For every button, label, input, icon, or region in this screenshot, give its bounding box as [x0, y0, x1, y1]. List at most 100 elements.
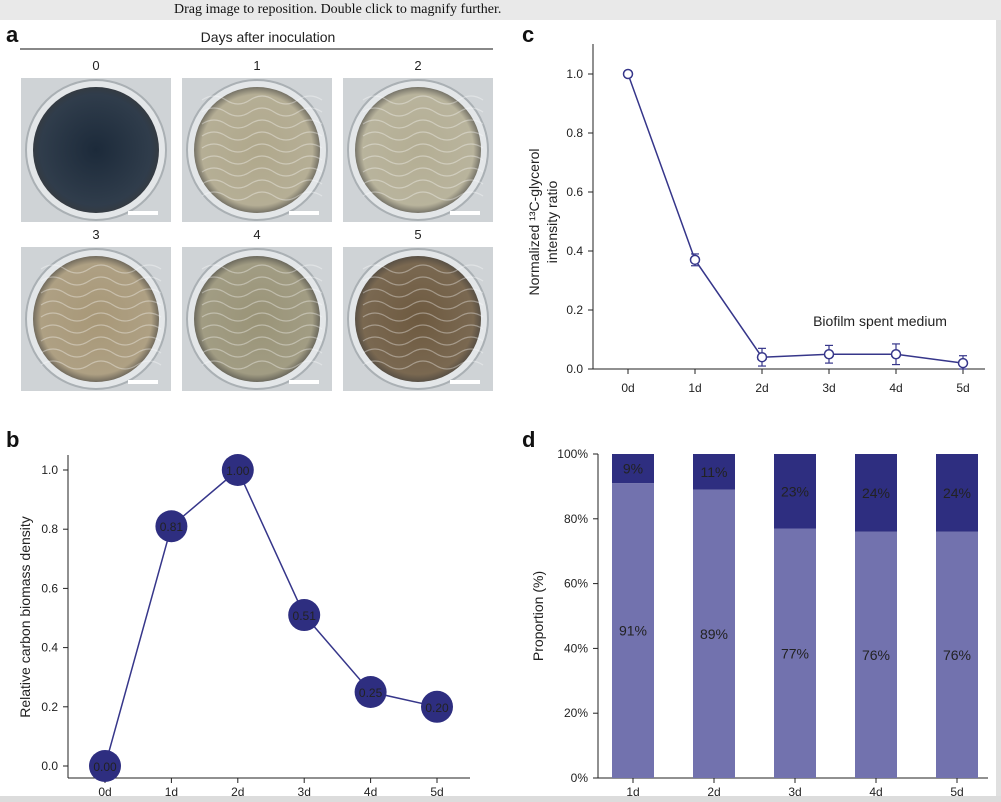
c-series-line	[627, 73, 964, 364]
wrinkle-line	[201, 155, 323, 165]
b-data-point	[421, 690, 453, 723]
wrinkle-line	[201, 288, 323, 298]
wrinkle-line	[201, 264, 323, 274]
c-x-tick-label: 4d	[889, 381, 902, 395]
wrinkle-line	[201, 336, 323, 346]
b-x-tick-label: 1d	[165, 785, 178, 796]
wrinkle-line	[362, 191, 484, 201]
photo-day-label: 1	[253, 58, 260, 73]
photo-day-label: 4	[253, 227, 260, 242]
d-bar-lower-label: 76%	[943, 647, 971, 663]
wrinkle-line	[362, 119, 484, 129]
wrinkle-line	[362, 264, 484, 274]
b-y-tick-label: 0.2	[41, 700, 58, 714]
d-bar-lower	[855, 531, 897, 778]
b-data-label: 0.51	[293, 609, 317, 623]
b-x-tick-label: 4d	[364, 785, 377, 796]
d-bar-upper	[693, 454, 735, 490]
wrinkle-line	[201, 167, 323, 177]
d-bar-lower	[612, 483, 654, 778]
b-x-tick-label: 3d	[298, 785, 311, 796]
scale-bar	[450, 211, 480, 215]
photo-day-label: 5	[414, 227, 421, 242]
wrinkle-line	[201, 179, 323, 189]
wrinkle-line	[362, 95, 484, 105]
wrinkle-line	[362, 155, 484, 165]
biofilm-photo	[194, 256, 320, 382]
wrinkle-line	[201, 119, 323, 129]
biofilm-photo	[33, 87, 159, 213]
d-x-tick-label: 2d	[707, 785, 720, 796]
d-bar-upper	[855, 454, 897, 532]
b-data-label: 0.81	[160, 520, 184, 534]
wrinkle-line	[362, 300, 484, 310]
biofilm-photo	[33, 256, 159, 382]
photo-day-label: 3	[92, 227, 99, 242]
wrinkle-line	[40, 264, 162, 274]
b-y-tick-label: 0.8	[41, 522, 58, 536]
c-annotation: Biofilm spent medium	[813, 313, 947, 329]
biofilm-photo	[194, 87, 320, 213]
wrinkle-line	[362, 167, 484, 177]
d-bar-lower-label: 89%	[700, 626, 728, 642]
panel-letter-c: c	[522, 22, 534, 47]
d-bar-lower	[774, 528, 816, 778]
viewer-hint: Drag image to reposition. Double click t…	[174, 2, 502, 17]
d-bar-lower	[936, 531, 978, 778]
d-bar-upper	[774, 454, 816, 529]
scale-bar	[289, 380, 319, 384]
scrollbar[interactable]	[996, 20, 1001, 796]
d-y-tick-label: 100%	[557, 447, 588, 461]
d-bar-upper	[936, 454, 978, 532]
wrinkle-line	[362, 348, 484, 358]
panel-letter-b: b	[6, 427, 19, 452]
b-y-axis-label: Relative carbon biomass density	[17, 516, 33, 718]
d-x-tick-label: 3d	[788, 785, 801, 796]
photo-day-label: 0	[92, 58, 99, 73]
d-y-tick-label: 60%	[564, 577, 588, 591]
b-data-point	[288, 599, 321, 632]
d-y-axis-label: Proportion (%)	[530, 571, 546, 661]
wrinkle-line	[40, 312, 162, 322]
b-data-point	[89, 750, 121, 782]
d-bar-upper-label: 23%	[781, 483, 809, 499]
wrinkle-line	[201, 95, 323, 105]
c-x-tick-label: 5d	[956, 381, 969, 395]
scale-bar	[450, 380, 480, 384]
wrinkle-line	[40, 288, 162, 298]
b-y-tick-label: 0.0	[41, 759, 58, 773]
wrinkle-line	[40, 276, 162, 286]
wrinkle-line	[201, 312, 323, 322]
bottom-scrollbar[interactable]	[0, 796, 1001, 802]
wrinkle-line	[201, 324, 323, 334]
c-data-point	[957, 357, 969, 369]
wrinkle-line	[362, 288, 484, 298]
c-data-point	[689, 254, 701, 266]
b-x-tick-label: 5d	[430, 785, 443, 796]
wrinkle-line	[362, 131, 484, 141]
d-bar-lower-label: 77%	[781, 645, 809, 661]
b-x-tick-label: 0d	[98, 785, 111, 796]
wrinkle-line	[362, 276, 484, 286]
wrinkle-line	[40, 336, 162, 346]
wrinkle-line	[362, 360, 484, 370]
wrinkle-line	[40, 300, 162, 310]
d-bar-lower	[693, 489, 735, 778]
b-data-label: 0.20	[425, 701, 449, 715]
c-y-tick-label: 0.6	[566, 185, 583, 199]
c-data-point	[756, 351, 768, 363]
c-x-tick-label: 1d	[688, 381, 701, 395]
c-x-tick-label: 3d	[822, 381, 835, 395]
b-series-line	[104, 468, 438, 767]
wrinkle-line	[362, 324, 484, 334]
biofilm-photo	[355, 256, 481, 382]
d-y-tick-label: 40%	[564, 641, 588, 655]
scale-bar	[128, 380, 158, 384]
scale-bar	[128, 211, 158, 215]
d-x-tick-label: 4d	[869, 785, 882, 796]
biofilm-wrinkles	[40, 264, 162, 370]
wrinkle-line	[201, 143, 323, 153]
c-y-tick-label: 0.2	[566, 303, 583, 317]
panel-a-title: Days after inoculation	[201, 29, 336, 45]
